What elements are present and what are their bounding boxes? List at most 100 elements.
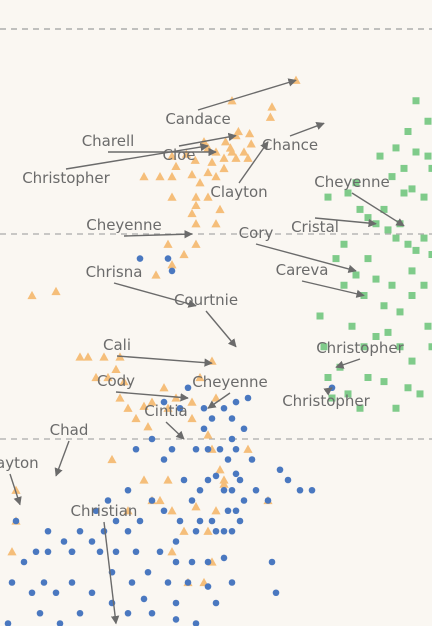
square-point — [380, 378, 388, 386]
triangle-point — [203, 526, 213, 535]
square-point — [372, 275, 380, 283]
annotation-arrow — [54, 440, 70, 477]
square-point — [396, 308, 404, 316]
triangle-point — [83, 352, 93, 361]
circle-point — [220, 554, 228, 562]
circle-point — [228, 486, 236, 494]
circle-point — [148, 609, 156, 617]
annotation-arrow — [165, 421, 185, 440]
square-point — [404, 384, 412, 392]
circle-point — [168, 267, 176, 275]
square-point — [388, 281, 396, 289]
circle-point — [200, 404, 208, 412]
square-point — [424, 152, 432, 160]
triangle-point — [187, 413, 197, 423]
circle-point — [160, 456, 168, 463]
triangle-point — [191, 239, 201, 248]
triangle-point — [191, 219, 201, 228]
triangle-point — [155, 172, 165, 181]
triangle-point — [143, 422, 153, 431]
circle-point — [36, 609, 44, 617]
circle-point — [124, 486, 132, 494]
triangle-point — [239, 147, 249, 156]
annotation-arrow — [205, 310, 237, 348]
triangle-point — [167, 260, 177, 269]
circle-point — [188, 558, 196, 566]
annotation-label: Chrisna — [86, 263, 143, 281]
annotation-label: Clayton — [0, 454, 39, 472]
circle-point — [100, 527, 108, 535]
triangle-point — [27, 290, 37, 300]
circle-point — [232, 445, 240, 453]
circle-point — [104, 497, 112, 504]
circle-point — [272, 589, 280, 597]
triangle-point — [163, 239, 173, 248]
circle-point — [228, 415, 236, 422]
square-point — [356, 404, 364, 412]
triangle-point — [187, 208, 197, 218]
triangle-point — [207, 157, 217, 166]
annotation-label: Clayton — [210, 183, 267, 201]
square-point — [364, 255, 372, 263]
annotation-label: Christian — [71, 502, 138, 520]
triangle-point — [7, 547, 17, 556]
circle-point — [220, 527, 228, 535]
triangle-point — [233, 126, 243, 136]
circle-point — [204, 445, 212, 453]
annotation-arrow — [323, 387, 333, 396]
triangle-point — [211, 506, 221, 515]
triangle-point — [267, 102, 277, 111]
circle-point — [168, 445, 176, 453]
triangle-point — [203, 430, 213, 439]
square-point — [428, 251, 432, 258]
triangle-point — [115, 393, 125, 402]
annotation-arrow — [301, 280, 365, 298]
triangle-point — [191, 200, 201, 209]
circle-point — [228, 435, 236, 443]
triangle-point — [195, 372, 205, 382]
square-point — [320, 343, 328, 351]
triangle-point — [265, 112, 275, 121]
circle-point — [172, 616, 180, 623]
square-point — [324, 374, 332, 381]
circle-point — [164, 579, 172, 586]
annotation-label: Cali — [103, 336, 131, 354]
triangle-point — [151, 270, 161, 279]
square-point — [340, 281, 348, 289]
circle-point — [212, 472, 220, 480]
square-point — [372, 333, 380, 340]
square-point — [364, 374, 372, 381]
circle-point — [184, 579, 192, 586]
triangle-point — [291, 75, 301, 84]
circle-point — [188, 497, 196, 504]
triangle-point — [167, 506, 177, 515]
circle-point — [192, 620, 200, 626]
triangle-point — [211, 172, 221, 181]
circle-point — [192, 527, 200, 535]
triangle-point — [203, 167, 213, 177]
annotation-label: Cody — [97, 372, 135, 390]
triangle-point — [167, 151, 177, 160]
circle-point — [88, 589, 96, 597]
circle-point — [228, 579, 236, 586]
triangle-point — [139, 172, 149, 181]
annotation-arrow — [103, 521, 120, 625]
triangle-point — [215, 204, 225, 214]
square-point — [348, 322, 356, 330]
square-point — [408, 292, 416, 299]
circle-point — [12, 517, 20, 525]
triangle-point — [51, 286, 61, 296]
annotation-arrow — [335, 358, 361, 369]
triangle-point — [167, 172, 177, 181]
annotation-arrow — [255, 243, 357, 273]
triangle-point — [91, 372, 101, 382]
triangle-point — [147, 397, 157, 406]
square-point — [412, 148, 420, 156]
square-point — [392, 144, 400, 152]
triangle-point — [159, 383, 169, 392]
square-point — [408, 185, 416, 193]
circle-point — [208, 415, 216, 422]
circle-point — [112, 548, 120, 556]
square-point — [404, 128, 412, 135]
